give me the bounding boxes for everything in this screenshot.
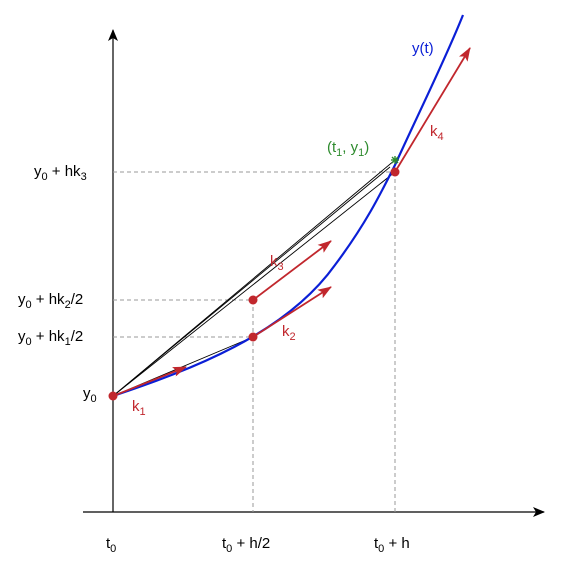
slope-label-k2: k2 bbox=[282, 323, 296, 343]
point-k4-eval bbox=[390, 167, 400, 177]
curve-label: y(t) bbox=[412, 40, 434, 57]
curve-y-of-t bbox=[112, 14, 465, 398]
secant-k2 bbox=[112, 171, 396, 397]
point-y0 bbox=[108, 391, 118, 401]
slope-arrow-k2 bbox=[252, 286, 332, 338]
point-k3-eval bbox=[248, 295, 258, 305]
y-label-hk3: y0 + hk3 bbox=[34, 163, 87, 183]
x-label-t0: t0 bbox=[106, 535, 116, 555]
slope-arrow-k3 bbox=[252, 240, 332, 301]
point-t1-y1-marker bbox=[391, 156, 399, 164]
slope-arrow-k1 bbox=[112, 366, 187, 397]
slope-label-k1: k1 bbox=[132, 398, 146, 418]
secant-k3 bbox=[112, 166, 391, 397]
x-label-t-half: t0 + h/2 bbox=[222, 535, 270, 555]
secant-lines bbox=[112, 159, 396, 397]
y-label-hk1: y0 + hk1/2 bbox=[18, 328, 83, 348]
point-label-t1-y1: (t1, y1) bbox=[327, 139, 369, 159]
y-label-y0: y0 bbox=[83, 385, 97, 405]
slope-arrow-k4 bbox=[394, 47, 471, 173]
slope-label-k3: k3 bbox=[270, 253, 284, 273]
slope-label-k4: k4 bbox=[430, 123, 444, 143]
y-label-hk2: y0 + hk2/2 bbox=[18, 291, 83, 311]
point-k2-eval bbox=[248, 332, 258, 342]
x-label-t-full: t0 + h bbox=[374, 535, 410, 555]
guide-lines bbox=[113, 171, 396, 512]
